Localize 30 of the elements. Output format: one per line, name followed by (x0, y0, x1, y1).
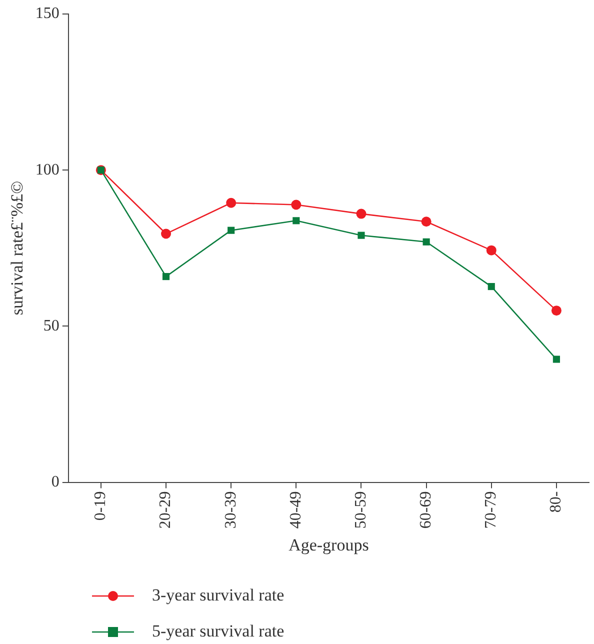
legend-label: 3-year survival rate (152, 585, 284, 604)
x-tick-label: 50-59 (352, 491, 370, 529)
x-tick-label: 30-39 (222, 491, 240, 529)
point (421, 216, 432, 227)
x-axis-title: Age-groups (288, 535, 369, 554)
point (486, 245, 496, 256)
point (226, 198, 236, 208)
y-tick-label: 50 (43, 317, 60, 334)
point (162, 273, 170, 280)
x-tick-label: 0-19 (92, 491, 110, 521)
point (422, 238, 430, 246)
point (358, 232, 365, 239)
point (356, 208, 366, 219)
point (291, 200, 302, 210)
legend-label: 5-year survival rate (152, 621, 284, 640)
y-tick-label: 100 (35, 161, 60, 178)
x-tick-label: 20-29 (157, 491, 174, 529)
y-tick-label: 0 (51, 473, 60, 490)
point (161, 228, 172, 239)
x-tick-label: 40-49 (287, 491, 304, 529)
point (228, 226, 235, 234)
x-tick-label: 70-79 (482, 491, 500, 529)
x-tick-label: 60-69 (418, 491, 435, 529)
point (292, 217, 300, 224)
x-tick-label: 80- (548, 491, 565, 513)
y-tick-label: 150 (35, 5, 60, 22)
point (552, 356, 560, 363)
point (551, 306, 562, 316)
y-axis-title: survival rate£¨%£© (8, 180, 27, 316)
point (488, 283, 495, 290)
